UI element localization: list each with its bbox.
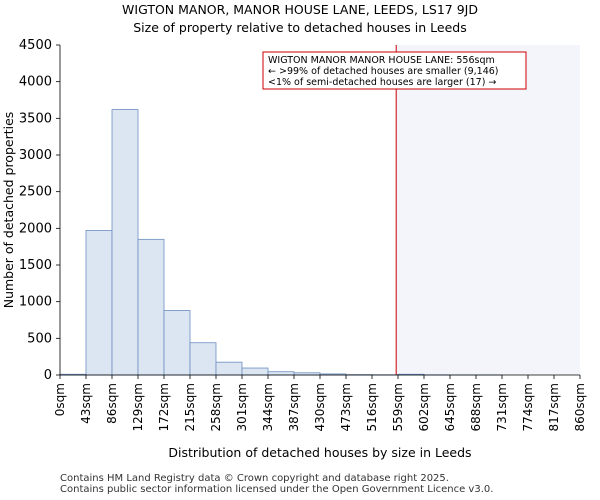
y-tick-label-2500: 2500 [19, 185, 52, 200]
x-tick-label-559sqm: 559sqm [391, 383, 405, 431]
x-tick-label-215sqm: 215sqm [183, 383, 197, 431]
x-tick-label-172sqm: 172sqm [157, 383, 171, 431]
bar-172sqm [163, 310, 191, 376]
x-tick-label-430sqm: 430sqm [313, 383, 327, 431]
x-tick-label-344sqm: 344sqm [261, 383, 275, 431]
x-tick-label-129sqm: 129sqm [131, 383, 145, 431]
y-axis-label: Number of detached properties [1, 112, 16, 309]
y-tick-label-3500: 3500 [19, 111, 52, 126]
x-tick-label-473sqm: 473sqm [339, 383, 353, 431]
y-tick-label-0: 0 [44, 368, 52, 383]
x-tick-label-43sqm: 43sqm [79, 383, 93, 424]
y-tick-label-3000: 3000 [19, 148, 52, 163]
x-tick-label-387sqm: 387sqm [287, 383, 301, 431]
footer-line-2: Contains public sector information licen… [60, 484, 494, 495]
x-tick-label-602sqm: 602sqm [417, 383, 431, 431]
annotation-line-2: ← >99% of detached houses are smaller (9… [268, 66, 499, 77]
y-tick-label-4500: 4500 [19, 38, 52, 53]
chart-title: WIGTON MANOR, MANOR HOUSE LANE, LEEDS, L… [122, 2, 478, 17]
highlight-region [396, 45, 580, 375]
chart-subtitle: Size of property relative to detached ho… [133, 20, 467, 35]
x-tick-label-731sqm: 731sqm [495, 383, 509, 431]
y-tick-label-500: 500 [27, 331, 52, 346]
footer-line-1: Contains HM Land Registry data © Crown c… [60, 473, 449, 484]
bar-43sqm [85, 230, 113, 376]
x-tick-label-688sqm: 688sqm [469, 383, 483, 431]
y-tick-label-1000: 1000 [19, 295, 52, 310]
x-tick-label-301sqm: 301sqm [235, 383, 249, 431]
bar-344sqm [267, 371, 295, 376]
bar-86sqm [111, 109, 139, 376]
x-axis-label: Distribution of detached houses by size … [168, 445, 471, 460]
annotation-line-1: WIGTON MANOR MANOR HOUSE LANE: 556sqm [268, 55, 495, 66]
y-tick-label-2000: 2000 [19, 221, 52, 236]
x-tick-label-0sqm: 0sqm [53, 383, 67, 416]
x-tick-label-645sqm: 645sqm [443, 383, 457, 431]
annotation-box [262, 51, 527, 90]
bar-215sqm [189, 342, 217, 376]
x-tick-label-817sqm: 817sqm [547, 383, 561, 431]
y-tick-label-4000: 4000 [19, 75, 52, 90]
x-tick-label-86sqm: 86sqm [105, 383, 119, 424]
x-tick-label-516sqm: 516sqm [365, 383, 379, 431]
x-tick-label-860sqm: 860sqm [573, 383, 587, 431]
bar-258sqm [215, 361, 243, 376]
y-tick-label-1500: 1500 [19, 258, 52, 273]
annotation-line-3: <1% of semi-detached houses are larger (… [268, 77, 496, 88]
x-tick-label-774sqm: 774sqm [521, 383, 535, 431]
bar-301sqm [241, 367, 269, 376]
bar-129sqm [137, 238, 165, 376]
x-tick-label-258sqm: 258sqm [209, 383, 223, 431]
